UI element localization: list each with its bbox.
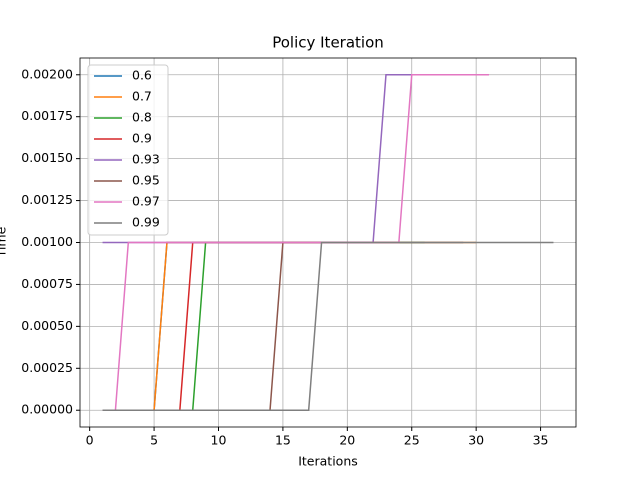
legend-label: 0.9 bbox=[132, 131, 152, 146]
legend-label: 0.97 bbox=[132, 194, 160, 209]
y-tick-label: 0.00000 bbox=[21, 402, 73, 417]
x-tick-label: 25 bbox=[404, 433, 420, 448]
x-tick-label: 30 bbox=[468, 433, 484, 448]
legend-label: 0.7 bbox=[132, 89, 152, 104]
legend-label: 0.93 bbox=[132, 152, 160, 167]
x-tick-label: 35 bbox=[533, 433, 549, 448]
chart-title: Policy Iteration bbox=[272, 34, 384, 52]
x-tick-label: 0 bbox=[86, 433, 94, 448]
line bbox=[102, 74, 490, 411]
x-tick-label: 15 bbox=[275, 433, 291, 448]
x-tick-label: 20 bbox=[339, 433, 355, 448]
legend-label: 0.99 bbox=[132, 215, 160, 230]
legend-label: 0.6 bbox=[132, 68, 152, 83]
y-tick-label: 0.00125 bbox=[21, 192, 73, 207]
y-tick-label: 0.00050 bbox=[21, 318, 73, 333]
y-tick-label: 0.00075 bbox=[21, 276, 73, 291]
line bbox=[102, 241, 554, 411]
legend-label: 0.8 bbox=[132, 110, 152, 125]
y-tick-label: 0.00025 bbox=[21, 360, 73, 375]
x-tick-label: 5 bbox=[150, 433, 158, 448]
y-tick-label: 0.00200 bbox=[21, 66, 73, 81]
legend-box bbox=[87, 64, 169, 236]
x-tick-label: 10 bbox=[211, 433, 227, 448]
y-axis-label: Time bbox=[0, 226, 9, 258]
legend-label: 0.95 bbox=[132, 173, 160, 188]
y-tick-label: 0.00150 bbox=[21, 150, 73, 165]
axes-frame bbox=[79, 57, 577, 428]
y-tick-label: 0.00100 bbox=[21, 234, 73, 249]
y-tick-label: 0.00175 bbox=[21, 108, 73, 123]
x-axis-label: Iterations bbox=[298, 454, 358, 469]
